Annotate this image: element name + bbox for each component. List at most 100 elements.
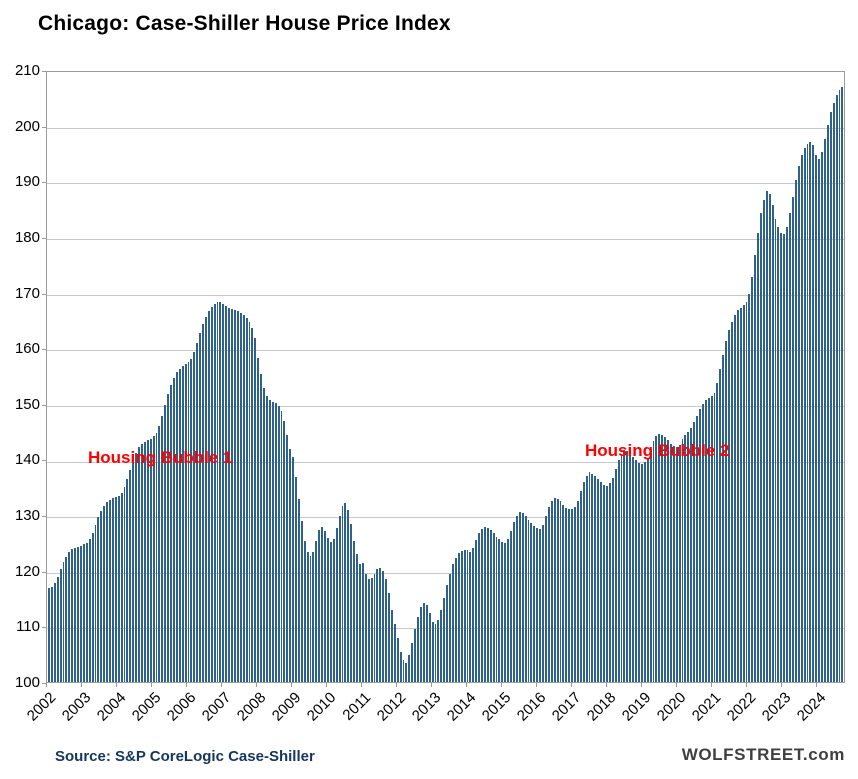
bar: [431, 622, 434, 682]
bar: [411, 643, 414, 682]
bar: [82, 544, 85, 682]
bar: [626, 451, 629, 682]
y-tick-label: 160: [14, 340, 40, 358]
bar: [190, 358, 193, 682]
bar: [574, 507, 576, 682]
bar: [172, 377, 175, 682]
bar: [399, 651, 402, 682]
bar: [181, 366, 184, 682]
bar: [823, 138, 826, 682]
bar: [170, 385, 172, 682]
bar: [562, 504, 565, 682]
bar: [376, 569, 379, 682]
y-tick-mark: [42, 460, 46, 462]
bar: [704, 400, 707, 682]
x-tick-mark: [220, 683, 222, 687]
bar: [591, 473, 594, 682]
bar: [324, 531, 326, 682]
bar: [733, 314, 736, 682]
bar: [751, 277, 754, 682]
plot-area: [46, 71, 845, 683]
bar: [361, 562, 364, 682]
x-tick-label: 2007: [198, 689, 235, 725]
bar: [623, 450, 626, 682]
y-tick-label: 170: [14, 284, 40, 302]
x-tick-mark: [430, 683, 432, 687]
bar: [800, 155, 803, 682]
bar: [600, 482, 603, 682]
x-tick-label: 2006: [163, 689, 200, 725]
chart-title: Chicago: Case-Shiller House Price Index: [38, 12, 451, 35]
bar: [762, 199, 765, 682]
bar: [821, 152, 823, 682]
y-tick-mark: [42, 349, 46, 351]
bar: [382, 571, 385, 682]
y-tick-mark: [42, 683, 46, 684]
bar: [358, 563, 361, 682]
gridline: [47, 517, 844, 519]
x-tick-label: 2009: [268, 689, 305, 725]
bar: [466, 550, 469, 682]
bar: [300, 521, 303, 682]
bar: [565, 507, 568, 682]
y-tick-mark: [42, 126, 46, 128]
y-tick-label: 140: [14, 451, 40, 469]
y-tick-label: 210: [14, 62, 40, 79]
bar: [789, 213, 791, 682]
bar: [97, 517, 100, 682]
x-tick-label: 2008: [233, 689, 270, 725]
bar: [440, 609, 443, 682]
y-tick-label: 150: [14, 395, 40, 413]
bar: [774, 218, 777, 682]
bar: [329, 541, 332, 682]
bar: [356, 554, 358, 682]
bar: [103, 505, 106, 682]
x-tick-mark: [780, 683, 782, 687]
bar: [478, 533, 481, 682]
x-tick-label: 2019: [618, 689, 655, 725]
gridline: [47, 238, 844, 240]
bar: [91, 532, 94, 682]
y-tick-label: 130: [14, 507, 40, 525]
bar: [513, 522, 515, 682]
bar: [274, 403, 277, 682]
x-tick-label: 2013: [408, 689, 445, 725]
wolfstreet-watermark: WOLFSTREET.com: [681, 745, 845, 764]
bar: [327, 537, 329, 682]
bar: [234, 309, 236, 682]
bar: [669, 443, 672, 682]
bar: [635, 460, 637, 682]
bar: [318, 529, 321, 682]
bar: [65, 556, 68, 682]
bar: [725, 340, 728, 682]
bar: [239, 312, 242, 682]
bar: [152, 436, 155, 682]
bar: [463, 550, 466, 682]
bar: [222, 303, 225, 682]
bar: [396, 637, 399, 682]
bar: [129, 469, 132, 682]
bar: [155, 433, 158, 682]
bar: [289, 449, 292, 682]
bar: [664, 436, 667, 682]
gridline: [47, 294, 844, 296]
bar: [539, 528, 542, 682]
bar: [812, 145, 815, 682]
bars-layer: [47, 72, 844, 682]
x-tick-label: 2002: [23, 689, 60, 725]
bar: [88, 539, 91, 682]
bar: [385, 579, 388, 682]
bar: [216, 302, 219, 682]
bar: [492, 533, 495, 682]
bar: [510, 530, 512, 682]
bar: [199, 333, 202, 682]
bar: [263, 388, 265, 682]
bar: [135, 452, 138, 682]
bar: [603, 484, 605, 682]
bar: [451, 564, 454, 682]
bar: [283, 421, 286, 682]
annotation-housing-bubble-2: Housing Bubble 2: [585, 441, 730, 460]
bar: [85, 542, 88, 682]
gridline: [47, 628, 844, 630]
bar: [818, 159, 821, 682]
